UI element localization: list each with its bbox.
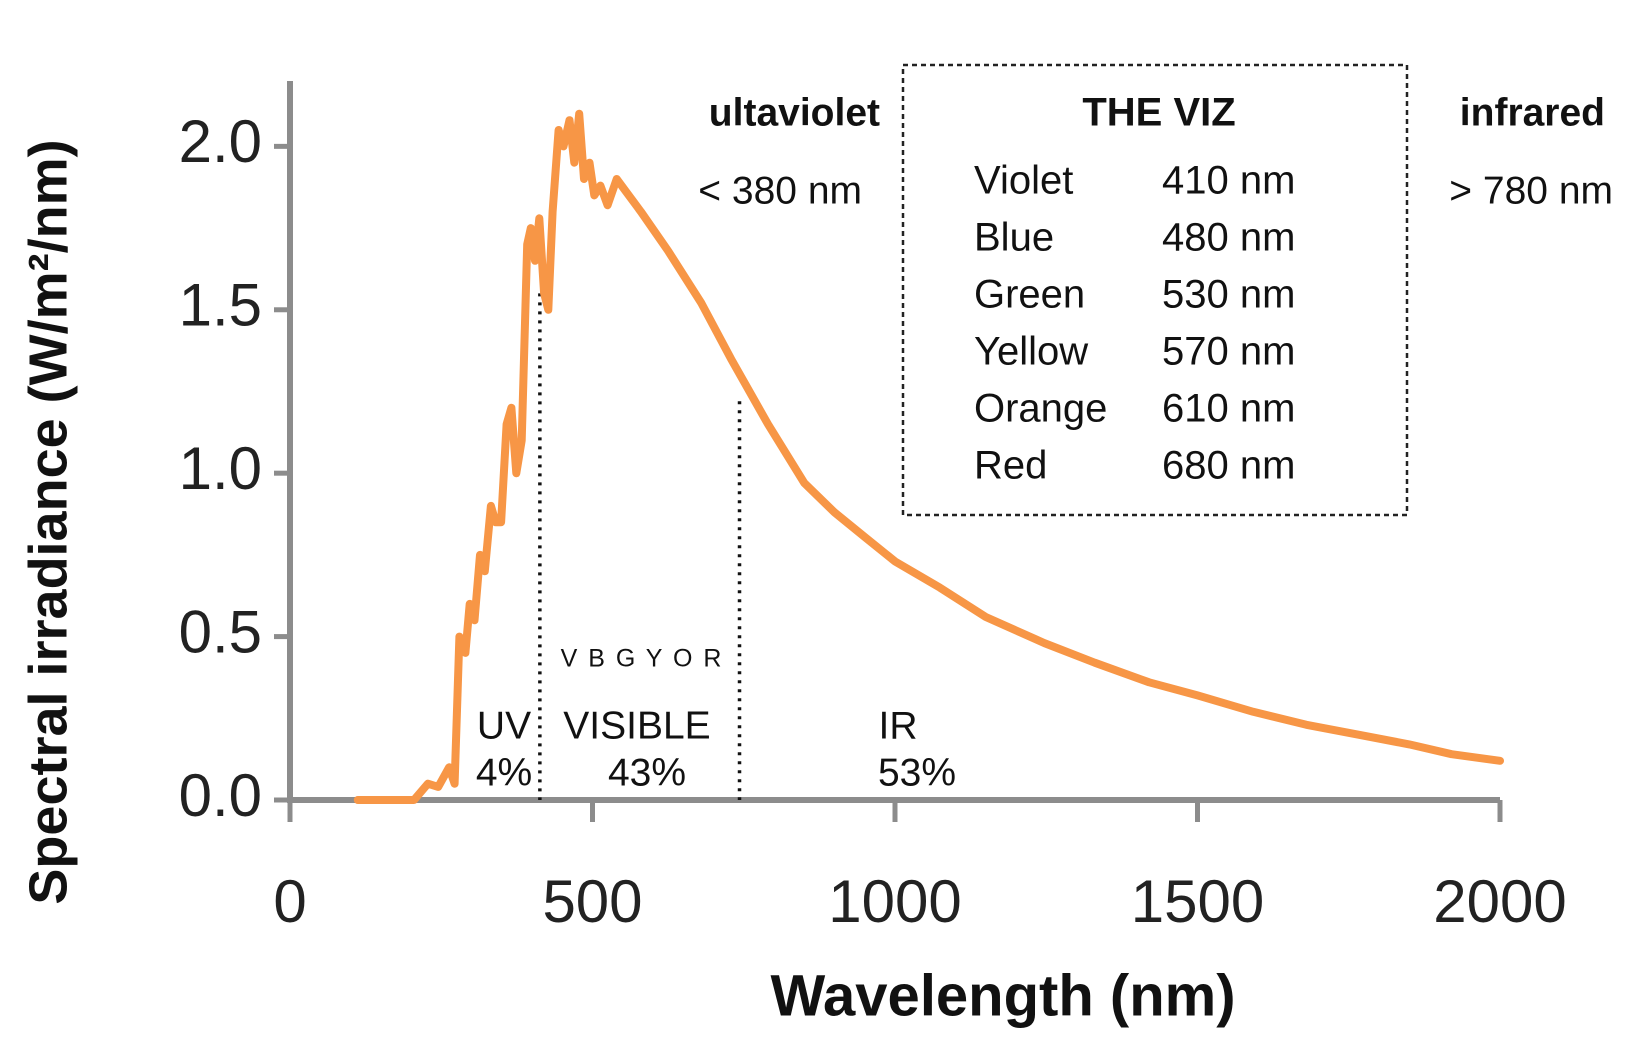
legend-box: [901, 63, 1409, 517]
annotation: VISIBLE: [563, 704, 710, 747]
legend-title: THE VIZ: [1082, 91, 1235, 135]
x-tick-label: 1500: [1131, 868, 1264, 935]
legend-row-name: Violet: [974, 159, 1073, 203]
x-axis-label: Wavelength (nm): [770, 963, 1235, 1028]
x-tick-label: 500: [542, 868, 642, 935]
legend-row-name: Blue: [974, 216, 1054, 260]
legend-row-name: Green: [974, 273, 1085, 317]
x-tick-label: 2000: [1433, 868, 1566, 935]
y-axis-label: Spectral irradiance (W/m²/nm): [18, 139, 78, 904]
annotation: IR: [879, 704, 918, 747]
annotation: 53%: [878, 751, 956, 794]
annotation: > 780 nm: [1449, 169, 1613, 212]
annotation: 43%: [608, 751, 686, 794]
x-tick-label: 1000: [828, 868, 961, 935]
annotation: V B G Y O R: [561, 645, 724, 673]
legend-row-value: 480 nm: [1162, 216, 1295, 260]
annotation: < 380 nm: [698, 169, 862, 212]
legend-row-name: Orange: [974, 387, 1107, 431]
annotation: 4%: [476, 751, 532, 794]
y-tick-label: 2.0: [179, 108, 262, 175]
legend-row-name: Yellow: [974, 330, 1088, 374]
legend-row-value: 680 nm: [1162, 444, 1295, 488]
legend-row-name: Red: [974, 444, 1047, 488]
legend-row-value: 410 nm: [1162, 159, 1295, 203]
legend-row-value: 610 nm: [1162, 387, 1295, 431]
y-tick-label: 0.0: [179, 762, 262, 829]
x-tick-label: 0: [273, 868, 306, 935]
annotation: ultaviolet: [709, 91, 880, 134]
legend-row-value: 570 nm: [1162, 330, 1295, 374]
legend-row-value: 530 nm: [1162, 273, 1295, 317]
annotation: UV: [477, 704, 531, 747]
y-tick-label: 1.5: [179, 272, 262, 339]
spectrum-line: [353, 109, 1504, 804]
y-tick-label: 1.0: [179, 435, 262, 502]
y-tick-label: 0.5: [179, 598, 262, 665]
annotation: infrared: [1460, 91, 1605, 134]
